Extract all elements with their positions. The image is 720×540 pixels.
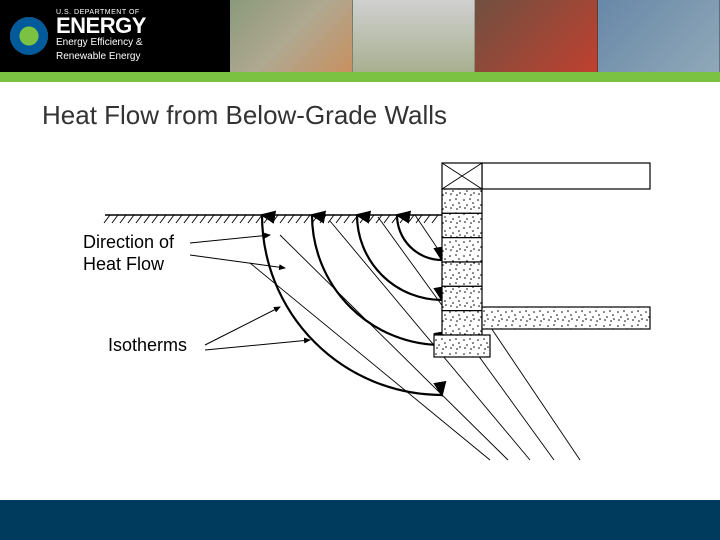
header-photo	[230, 0, 353, 72]
isotherms-label: Isotherms	[108, 335, 187, 356]
header: U.S. DEPARTMENT OF ENERGY Energy Efficie…	[0, 0, 720, 82]
logo-text: U.S. DEPARTMENT OF ENERGY Energy Efficie…	[56, 9, 146, 64]
direction-label: Direction of Heat Flow	[83, 232, 174, 275]
page-title: Heat Flow from Below-Grade Walls	[0, 82, 720, 131]
direction-label-1: Direction of	[83, 232, 174, 252]
diagram-svg	[70, 155, 660, 465]
doe-seal-icon	[10, 17, 48, 55]
energy-wordmark: ENERGY	[56, 16, 146, 36]
heat-flow-diagram: Direction of Heat Flow Isotherms	[70, 155, 660, 465]
header-photo	[353, 0, 476, 72]
footer-bar	[0, 500, 720, 540]
header-photo-strip	[230, 0, 720, 72]
header-photo	[475, 0, 598, 72]
header-photo	[598, 0, 720, 72]
subtitle-2: Renewable Energy	[56, 51, 146, 63]
green-accent-bar	[0, 72, 720, 82]
direction-label-2: Heat Flow	[83, 254, 164, 274]
doe-logo-block: U.S. DEPARTMENT OF ENERGY Energy Efficie…	[0, 0, 230, 72]
subtitle-1: Energy Efficiency &	[56, 37, 146, 49]
